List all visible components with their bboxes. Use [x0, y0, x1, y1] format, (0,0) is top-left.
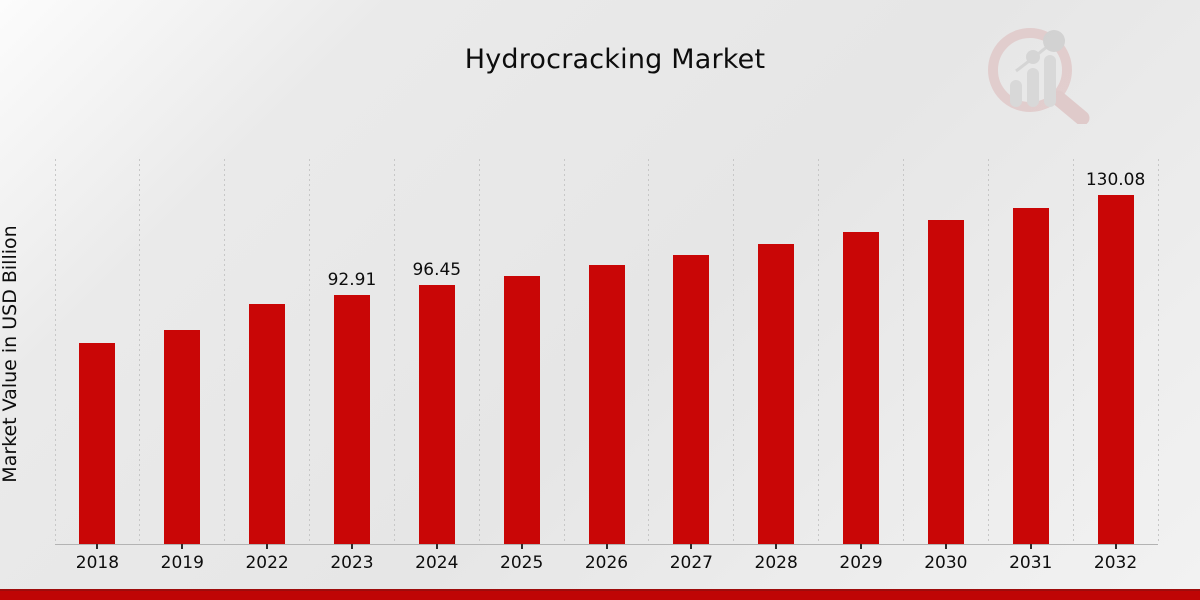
x-axis-tick	[96, 544, 99, 549]
gridline	[224, 159, 226, 544]
x-axis-tick	[266, 544, 269, 549]
plot-area: 2018 2019 2022 92.91 2023 96.45 2024 2025 2026 20…	[54, 159, 1159, 573]
bar-value-label-2023: 92.91	[327, 269, 377, 290]
x-axis-tick	[1114, 544, 1117, 549]
bar-2023	[333, 294, 370, 544]
x-tick-label-2025: 2025	[500, 553, 544, 573]
gridline	[733, 159, 735, 544]
x-tick-label-2019: 2019	[160, 553, 204, 573]
x-axis-tick	[1029, 544, 1032, 549]
x-axis-tick	[435, 544, 438, 549]
bar-2032	[1097, 195, 1134, 544]
x-tick-label-2031: 2031	[1009, 553, 1053, 573]
bar-2026	[588, 265, 625, 544]
x-tick-label-2030: 2030	[924, 553, 968, 573]
gridline	[309, 159, 311, 544]
gridline	[902, 159, 904, 544]
bar-2027	[673, 254, 710, 544]
x-tick-label-2018: 2018	[75, 553, 120, 573]
x-axis-tick	[690, 544, 693, 549]
bar-2028	[758, 243, 795, 544]
x-tick-label-2029: 2029	[839, 553, 883, 573]
bar-2022	[249, 303, 286, 544]
bar-value-label-2024: 96.45	[412, 260, 462, 281]
gridline	[563, 159, 565, 544]
gridline	[1072, 159, 1074, 544]
bar-2031	[1012, 208, 1049, 544]
x-tick-label-2028: 2028	[754, 553, 798, 573]
x-axis-tick	[944, 544, 947, 549]
bar-2025	[503, 275, 540, 544]
gridline	[478, 159, 480, 544]
gridline	[393, 159, 395, 544]
x-axis-tick	[605, 544, 608, 549]
magnifier-bar-chart-logo-icon	[988, 28, 1090, 126]
bar-2029	[843, 232, 880, 544]
x-tick-label-2027: 2027	[669, 553, 713, 573]
x-tick-label-2026: 2026	[584, 553, 629, 573]
x-tick-label-2023: 2023	[330, 553, 374, 573]
bar-2019	[164, 329, 201, 544]
x-tick-label-2024: 2024	[415, 553, 459, 573]
x-axis-tick	[520, 544, 523, 549]
gridline	[648, 159, 650, 544]
y-axis-label: Market Value in USD Billion	[0, 225, 21, 483]
gridline	[818, 159, 820, 544]
bar-2024	[418, 285, 455, 544]
bar-2030	[927, 220, 964, 544]
bottom-accent-strip	[0, 589, 1200, 600]
chart-title: Hydrocracking Market	[464, 44, 766, 75]
mrfr-logo-watermark	[983, 24, 1095, 128]
gridline	[139, 159, 141, 544]
bar-2018	[79, 342, 116, 544]
x-tick-label-2022: 2022	[245, 553, 289, 573]
gridline	[54, 159, 56, 544]
x-axis-tick	[181, 544, 184, 549]
x-axis-tick	[775, 544, 778, 549]
x-axis-tick	[350, 544, 353, 549]
gridline	[987, 159, 989, 544]
bar-value-label-2032: 130.08	[1085, 170, 1146, 191]
x-tick-label-2032: 2032	[1093, 553, 1138, 573]
x-axis-tick	[860, 544, 863, 549]
gridline	[1157, 159, 1159, 544]
